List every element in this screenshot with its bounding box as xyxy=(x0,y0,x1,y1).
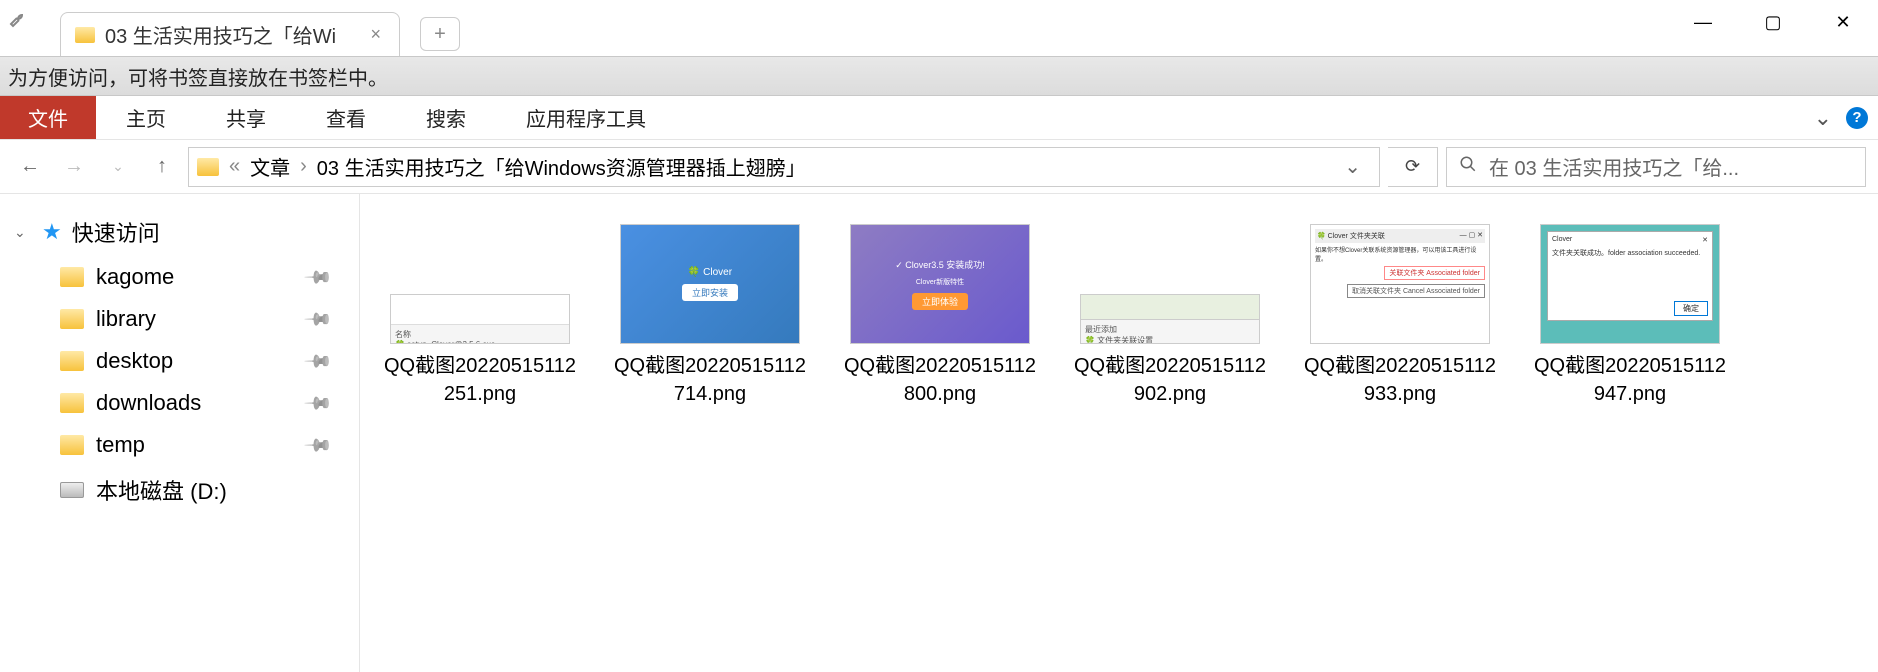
sidebar-item[interactable]: kagome 📌 xyxy=(0,256,359,298)
breadcrumb-prefix: « xyxy=(229,155,240,178)
ribbon-collapse-icon[interactable]: ⌄ xyxy=(1814,105,1832,131)
file-item[interactable]: 🍀 Clover立即安装 QQ截图20220515112714.png xyxy=(610,224,810,408)
new-tab-button[interactable]: + xyxy=(420,17,460,51)
breadcrumb-item[interactable]: 03 生活实用技巧之「给Windows资源管理器插上翅膀」 xyxy=(317,152,806,181)
file-name: QQ截图20220515112251.png xyxy=(380,352,580,408)
title-bar: 03 生活实用技巧之「给Wi × + — ▢ ✕ xyxy=(0,0,1878,56)
file-name: QQ截图20220515112947.png xyxy=(1530,352,1730,408)
nav-forward-button[interactable]: → xyxy=(56,149,92,185)
file-name: QQ截图20220515112933.png xyxy=(1300,352,1500,408)
file-item[interactable]: 最近添加🍀 文件夹关联设置 QQ截图20220515112902.png xyxy=(1070,224,1270,408)
main-area: ⌄ ★ 快速访问 kagome📌library📌desktop📌download… xyxy=(0,194,1878,672)
bookmark-hint: 为方便访问，可将书签直接放在书签栏中。 xyxy=(8,62,388,91)
file-item[interactable]: 🍀 Clover 文件夹关联— ▢ ✕如果你不想Clover关联系统资源管理器，… xyxy=(1300,224,1500,408)
maximize-button[interactable]: ▢ xyxy=(1738,0,1808,44)
pin-icon: 📌 xyxy=(302,388,333,419)
nav-recent-button[interactable]: ⌄ xyxy=(100,149,136,185)
pin-icon: 📌 xyxy=(302,304,333,335)
pin-icon: 📌 xyxy=(302,346,333,377)
browser-tab[interactable]: 03 生活实用技巧之「给Wi × xyxy=(60,12,400,56)
sidebar-item-label: downloads xyxy=(96,390,201,416)
ribbon-view-tab[interactable]: 查看 xyxy=(296,96,396,139)
tab-close-icon[interactable]: × xyxy=(366,24,385,45)
bookmark-bar: 为方便访问，可将书签直接放在书签栏中。 xyxy=(0,56,1878,96)
sidebar-label: 快速访问 xyxy=(72,216,160,248)
pin-icon: 📌 xyxy=(302,430,333,461)
search-input[interactable]: 在 03 生活实用技巧之「给... xyxy=(1446,147,1866,187)
file-thumbnail: 最近添加🍀 文件夹关联设置 xyxy=(1080,294,1260,344)
ribbon-home-tab[interactable]: 主页 xyxy=(96,96,196,139)
sidebar-item-label: 本地磁盘 (D:) xyxy=(96,474,227,506)
sidebar-quick-access[interactable]: ⌄ ★ 快速访问 xyxy=(0,208,359,256)
file-name: QQ截图20220515112800.png xyxy=(840,352,1040,408)
ribbon-menu: 文件 主页 共享 查看 搜索 应用程序工具 ⌄ ? xyxy=(0,96,1878,140)
sidebar-item[interactable]: desktop 📌 xyxy=(0,340,359,382)
ribbon-apptools-tab[interactable]: 应用程序工具 xyxy=(496,96,676,139)
nav-back-button[interactable]: ← xyxy=(12,149,48,185)
sidebar-item-label: desktop xyxy=(96,348,173,374)
refresh-button[interactable]: ⟳ xyxy=(1388,147,1438,187)
ribbon-share-tab[interactable]: 共享 xyxy=(196,96,296,139)
ribbon-search-tab[interactable]: 搜索 xyxy=(396,96,496,139)
search-placeholder: 在 03 生活实用技巧之「给... xyxy=(1489,152,1739,181)
sidebar: ⌄ ★ 快速访问 kagome📌library📌desktop📌download… xyxy=(0,194,360,672)
file-thumbnail: 🍀 Clover 文件夹关联— ▢ ✕如果你不想Clover关联系统资源管理器，… xyxy=(1310,224,1490,344)
folder-icon xyxy=(60,435,84,455)
address-dropdown-icon[interactable]: ⌄ xyxy=(1334,154,1371,179)
file-name: QQ截图20220515112714.png xyxy=(610,352,810,408)
sidebar-item[interactable]: 本地磁盘 (D:) xyxy=(0,466,359,514)
sidebar-item[interactable]: temp 📌 xyxy=(0,424,359,466)
file-item[interactable]: Clover✕文件夹关联成功。folder association succee… xyxy=(1530,224,1730,408)
tab-title: 03 生活实用技巧之「给Wi xyxy=(105,20,356,49)
sidebar-item-label: temp xyxy=(96,432,145,458)
address-bar[interactable]: « 文章 › 03 生活实用技巧之「给Windows资源管理器插上翅膀」 ⌄ xyxy=(188,147,1380,187)
folder-icon xyxy=(60,309,84,329)
sidebar-item-label: library xyxy=(96,306,156,332)
minimize-button[interactable]: — xyxy=(1668,0,1738,44)
search-icon xyxy=(1459,155,1477,179)
folder-icon xyxy=(197,158,219,176)
pin-icon: 📌 xyxy=(302,262,333,293)
close-button[interactable]: ✕ xyxy=(1808,0,1878,44)
file-grid: 名称🍀 setup_Clover@3.5.6.exe QQ截图2022051511… xyxy=(360,194,1878,672)
folder-icon xyxy=(60,351,84,371)
address-row: ← → ⌄ ↑ « 文章 › 03 生活实用技巧之「给Windows资源管理器插… xyxy=(0,140,1878,194)
file-thumbnail: ✓ Clover3.5 安装成功!Clover新版特性立即体验 xyxy=(850,224,1030,344)
folder-icon xyxy=(75,27,95,43)
star-icon: ★ xyxy=(42,219,62,245)
folder-icon xyxy=(60,393,84,413)
file-thumbnail: 名称🍀 setup_Clover@3.5.6.exe xyxy=(390,294,570,344)
file-thumbnail: 🍀 Clover立即安装 xyxy=(620,224,800,344)
folder-icon xyxy=(60,267,84,287)
breadcrumb-item[interactable]: 文章 xyxy=(250,152,290,181)
chevron-down-icon: ⌄ xyxy=(14,224,32,241)
disk-icon xyxy=(60,482,84,498)
sidebar-item[interactable]: downloads 📌 xyxy=(0,382,359,424)
file-item[interactable]: ✓ Clover3.5 安装成功!Clover新版特性立即体验 QQ截图20220… xyxy=(840,224,1040,408)
file-thumbnail: Clover✕文件夹关联成功。folder association succee… xyxy=(1540,224,1720,344)
help-icon[interactable]: ? xyxy=(1846,107,1868,129)
settings-wrench-icon[interactable] xyxy=(8,8,32,36)
sidebar-item[interactable]: library 📌 xyxy=(0,298,359,340)
file-item[interactable]: 名称🍀 setup_Clover@3.5.6.exe QQ截图2022051511… xyxy=(380,224,580,408)
breadcrumb: 文章 › 03 生活实用技巧之「给Windows资源管理器插上翅膀」 xyxy=(250,152,806,181)
ribbon-file-tab[interactable]: 文件 xyxy=(0,96,96,139)
file-name: QQ截图20220515112902.png xyxy=(1070,352,1270,408)
chevron-right-icon: › xyxy=(300,155,307,178)
sidebar-item-label: kagome xyxy=(96,264,174,290)
window-controls: — ▢ ✕ xyxy=(1668,0,1878,44)
nav-up-button[interactable]: ↑ xyxy=(144,149,180,185)
